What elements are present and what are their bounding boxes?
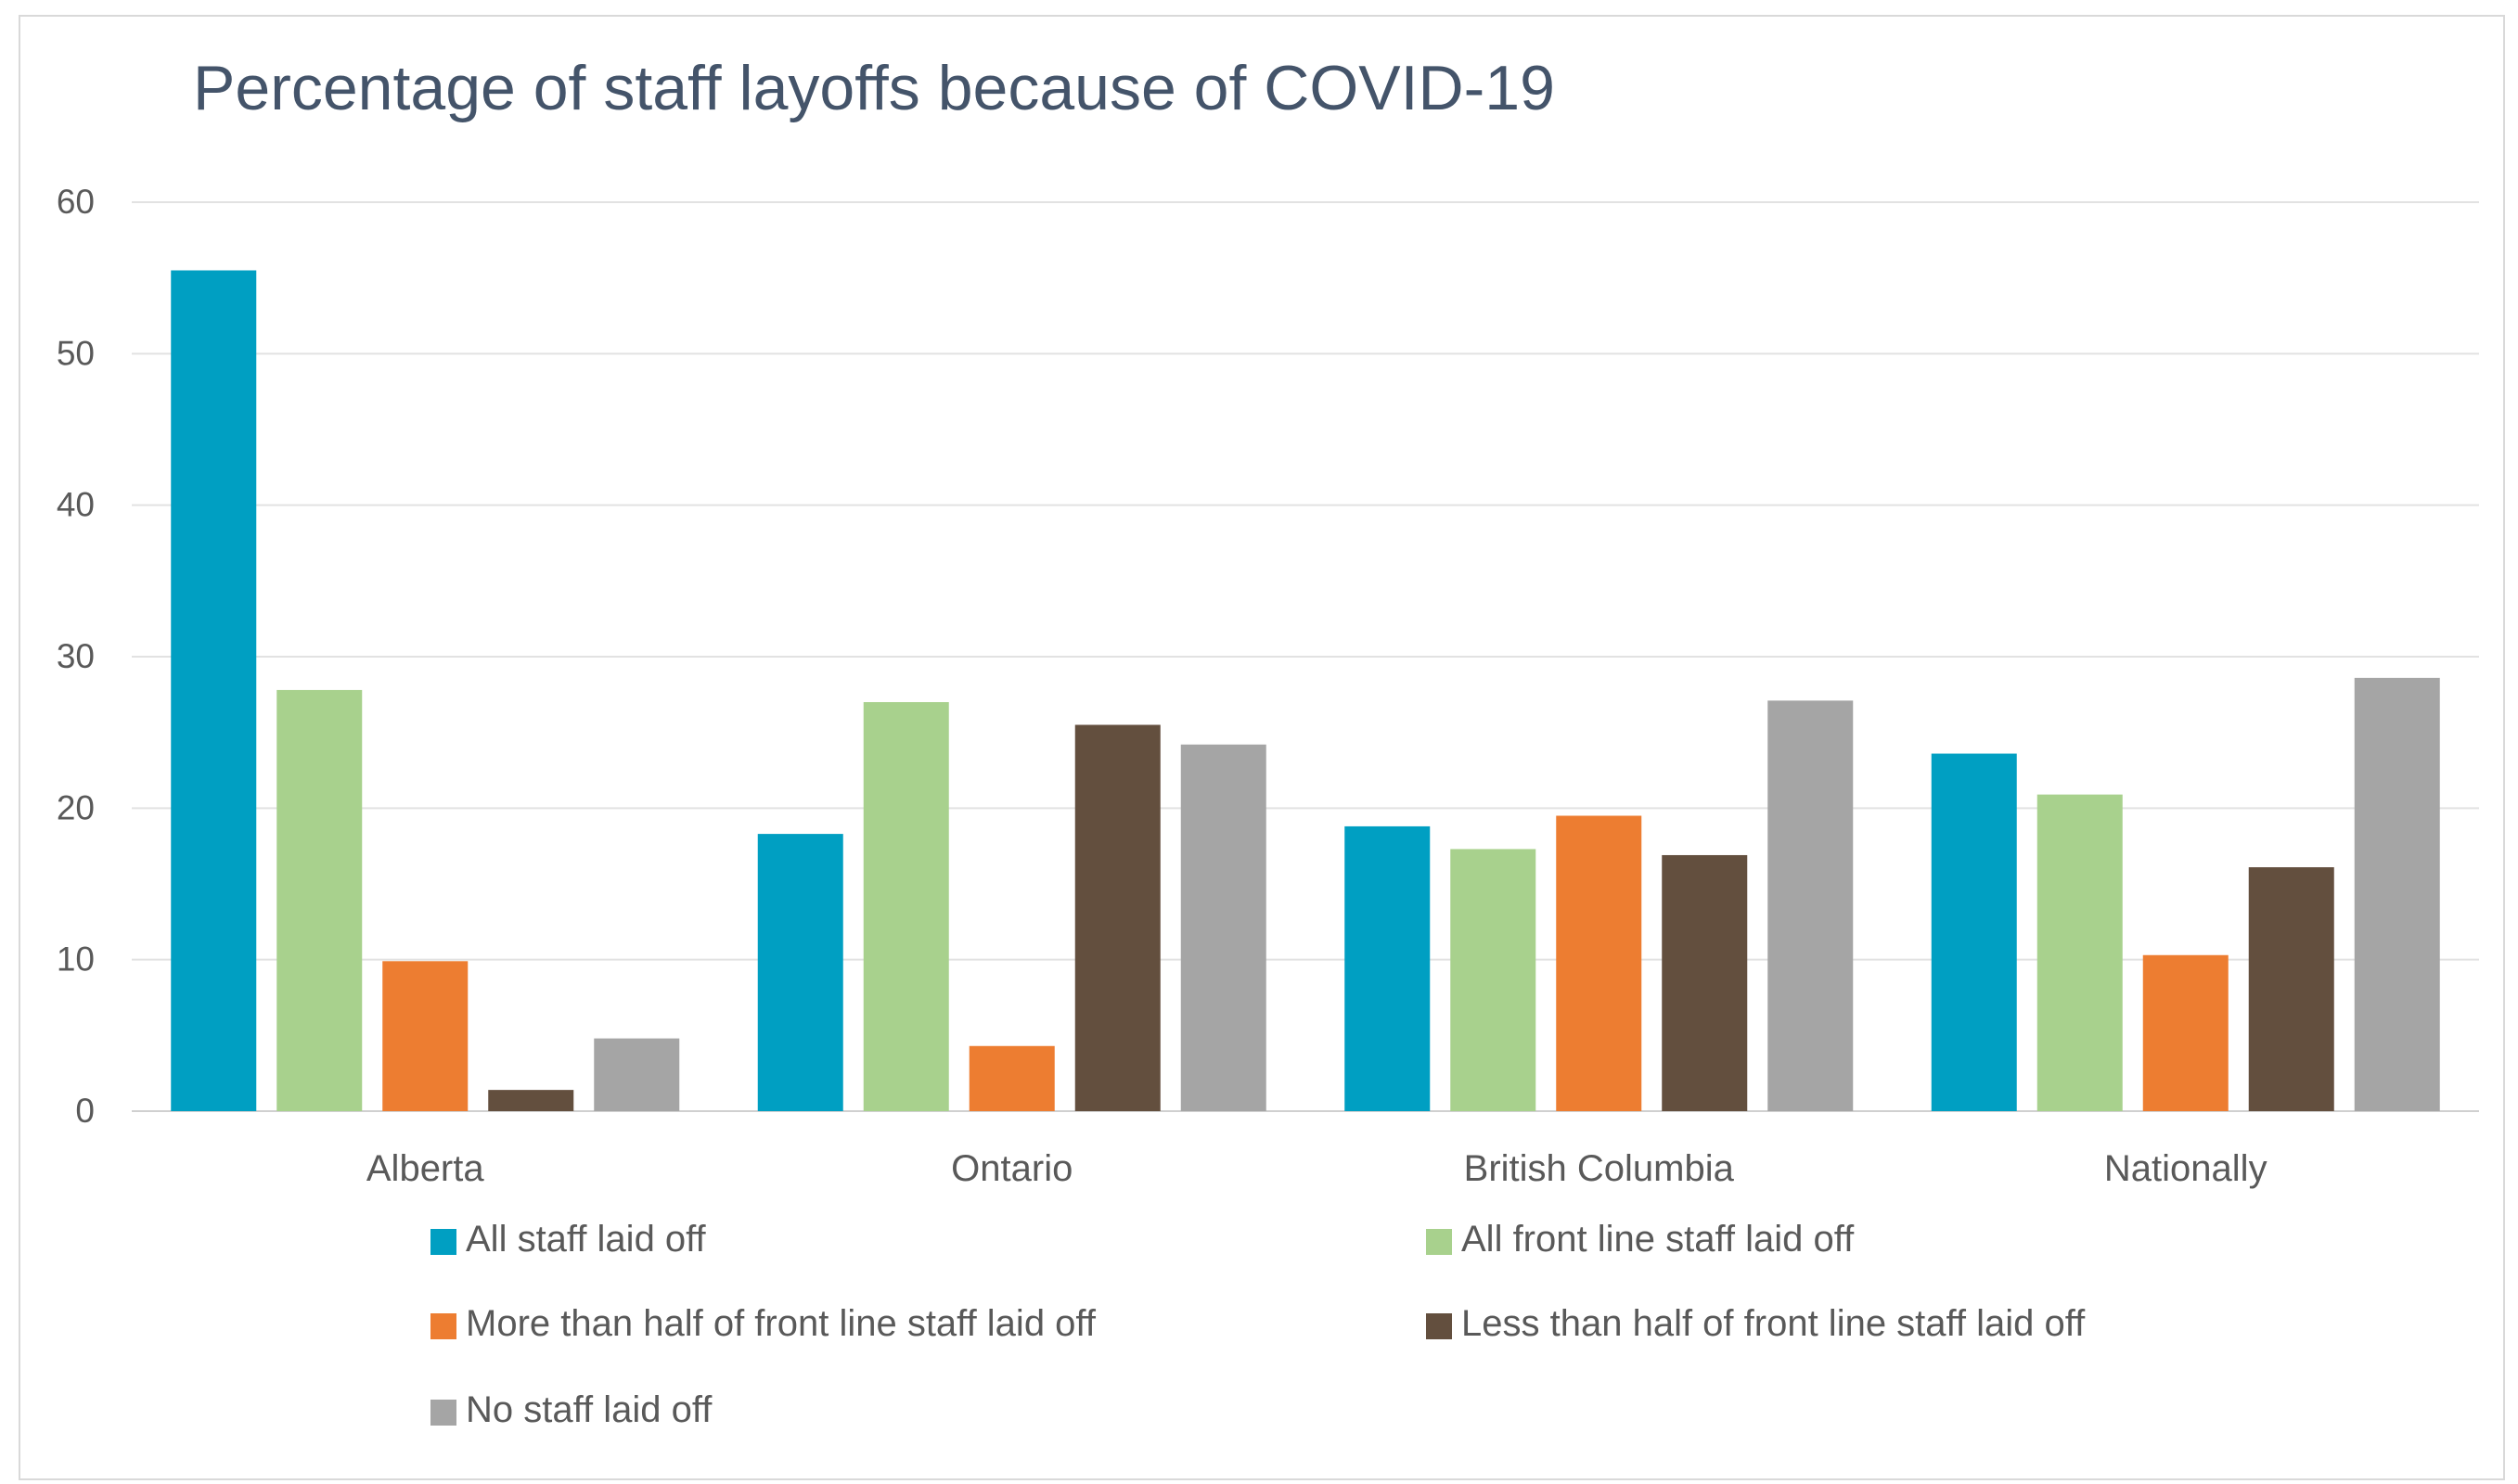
y-tick-label: 30 (57, 637, 95, 675)
legend-swatch (430, 1229, 456, 1255)
legend-label: All front line staff laid off (1461, 1219, 1855, 1260)
chart-title: Percentage of staff layoffs because of C… (193, 53, 1555, 123)
legend-label: All staff laid off (466, 1219, 707, 1260)
y-tick-label: 10 (57, 940, 95, 979)
x-category-label: Alberta (366, 1148, 484, 1189)
bars (171, 270, 2440, 1111)
bar-2-1 (969, 1045, 1055, 1111)
bar-4-0 (594, 1038, 680, 1111)
bar-0-2 (1344, 825, 1431, 1111)
bar-4-2 (1767, 700, 1854, 1111)
bar-2-2 (1556, 815, 1642, 1111)
bar-2-0 (382, 961, 469, 1111)
y-tick-label: 0 (75, 1092, 95, 1130)
legend-swatch (430, 1313, 456, 1339)
legend-label: Less than half of front line staff laid … (1461, 1303, 2086, 1344)
legend-swatch (1426, 1313, 1452, 1339)
x-category-label: British Columbia (1464, 1148, 1735, 1189)
bar-3-2 (1662, 854, 1748, 1111)
bar-3-1 (1074, 724, 1161, 1111)
bar-4-3 (2354, 677, 2440, 1111)
bar-0-0 (171, 270, 257, 1111)
bar-0-1 (757, 834, 843, 1111)
y-tick-label: 40 (57, 486, 95, 524)
x-axis-category-labels: Alberta Ontario British Columbia Nationally (366, 1148, 2267, 1189)
bar-4-1 (1180, 744, 1266, 1111)
legend: All staff laid off All front line staff l… (430, 1219, 2086, 1430)
bar-1-2 (1450, 849, 1536, 1111)
bar-3-3 (2248, 867, 2334, 1111)
legend-swatch (430, 1400, 456, 1426)
y-tick-label: 60 (57, 183, 95, 221)
x-category-label: Ontario (951, 1148, 1073, 1189)
legend-swatch (1426, 1229, 1452, 1255)
y-tick-label: 50 (57, 334, 95, 372)
y-tick-label: 20 (57, 788, 95, 826)
chart-frame: Percentage of staff layoffs because of C… (19, 15, 2505, 1480)
bar-1-1 (863, 702, 949, 1111)
legend-label: No staff laid off (466, 1389, 713, 1430)
legend-label: More than half of front line staff laid … (466, 1303, 1097, 1344)
bar-2-3 (2142, 954, 2229, 1111)
gridlines (132, 201, 2479, 1112)
bar-0-3 (1931, 753, 2017, 1111)
bar-3-0 (488, 1090, 574, 1111)
x-category-label: Nationally (2104, 1148, 2267, 1189)
chart-svg: Percentage of staff layoffs because of C… (57, 53, 2479, 1430)
bar-1-3 (2036, 794, 2123, 1111)
bar-1-0 (276, 689, 363, 1111)
y-axis-tick-labels: 0 10 20 30 40 50 60 (57, 183, 95, 1130)
